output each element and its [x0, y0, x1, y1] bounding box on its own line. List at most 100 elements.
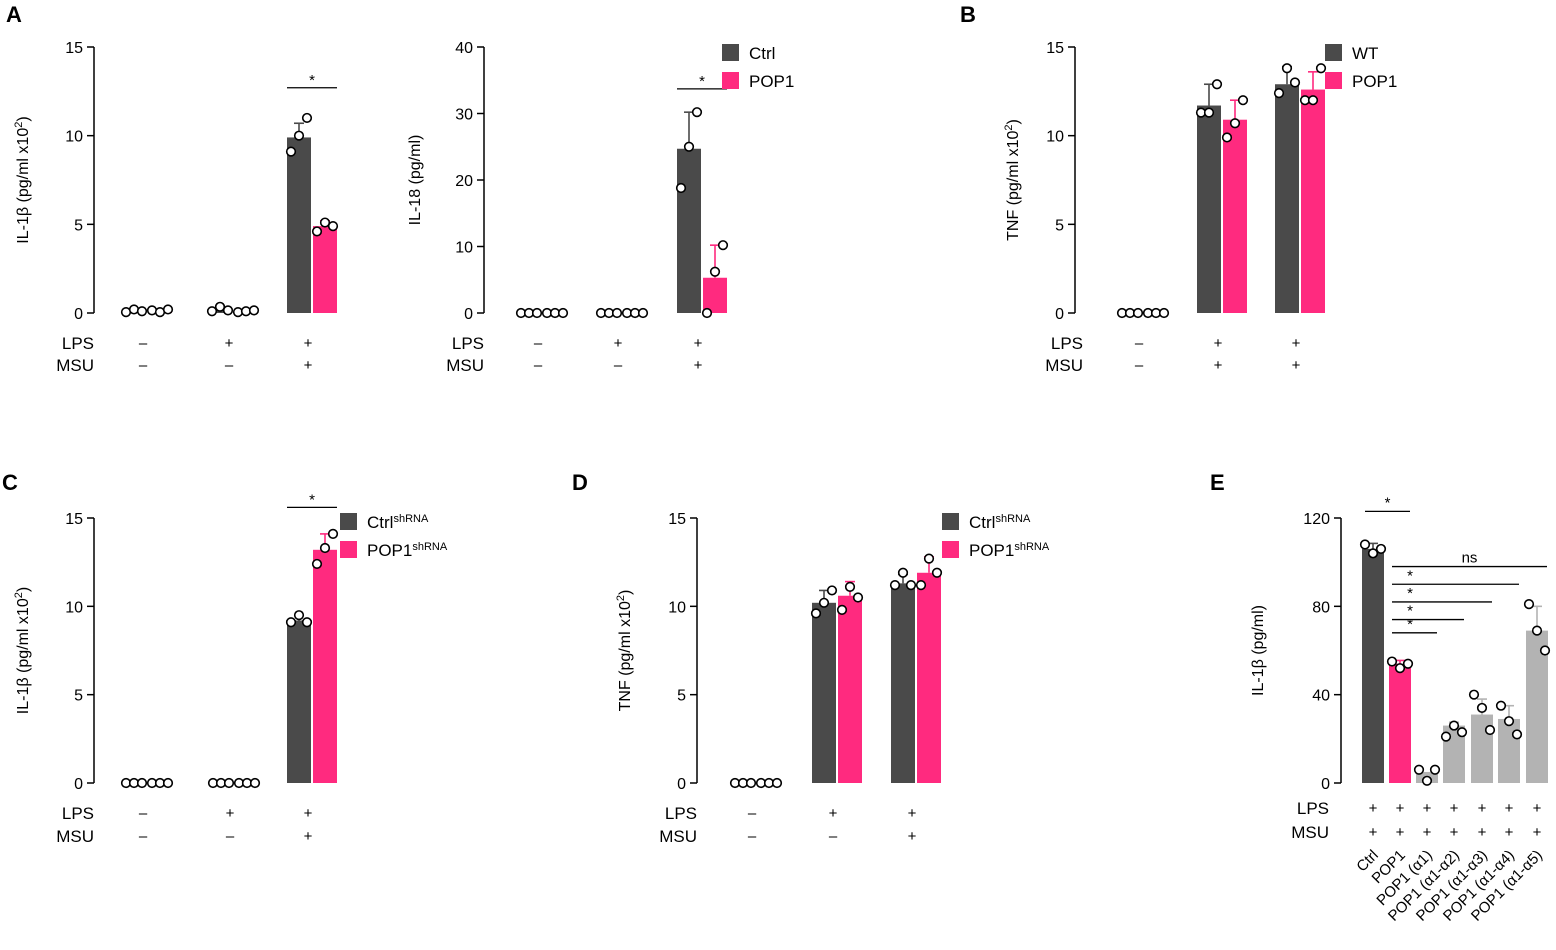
- bar: [838, 595, 862, 783]
- panel-label: B: [960, 2, 976, 27]
- condition-row-label: MSU: [56, 827, 94, 846]
- condition-value: –: [748, 828, 757, 845]
- condition-value: +: [1214, 335, 1223, 352]
- data-point: [611, 307, 623, 319]
- condition-value: –: [139, 805, 148, 822]
- data-point: [897, 567, 909, 578]
- condition-value: +: [225, 335, 234, 352]
- data-point: [745, 777, 757, 789]
- data-point: [223, 777, 235, 789]
- condition-row-label: MSU: [1045, 356, 1083, 375]
- condition-value: –: [829, 828, 838, 845]
- chart-panel-C: C 0 5 10 15 IL-1β (pg/ml x102) * LPS – + + MSU – – + Ct…: [2, 470, 448, 846]
- data-point: [1221, 132, 1233, 143]
- condition-value: +: [1369, 800, 1378, 817]
- y-tick-label: 10: [668, 599, 686, 616]
- condition-value: –: [748, 805, 757, 822]
- condition-value: +: [1450, 824, 1459, 841]
- data-point: [1448, 720, 1460, 731]
- data-point: [557, 307, 569, 319]
- condition-value: +: [1292, 357, 1301, 374]
- y-tick-label: 15: [668, 511, 686, 528]
- data-point: [905, 580, 917, 591]
- condition-row-label: MSU: [56, 356, 94, 375]
- data-point: [1229, 118, 1241, 129]
- legend-label: POP1: [749, 72, 794, 91]
- condition-value: +: [304, 357, 313, 374]
- condition-row-label: LPS: [1297, 799, 1329, 818]
- condition-value: –: [139, 357, 148, 374]
- data-point: [836, 604, 848, 615]
- condition-value: +: [1214, 357, 1223, 374]
- bar: [313, 549, 337, 783]
- bar: [287, 620, 311, 783]
- data-point: [1429, 764, 1441, 775]
- data-point: [248, 305, 260, 316]
- data-point: [214, 301, 226, 312]
- panel-label: D: [572, 470, 588, 495]
- data-point: [301, 617, 313, 628]
- y-tick-label: 40: [1312, 688, 1330, 705]
- data-point: [826, 585, 838, 596]
- bar: [703, 277, 727, 313]
- panel-label: E: [1210, 470, 1225, 495]
- condition-value: –: [139, 828, 148, 845]
- data-point: [531, 307, 543, 319]
- legend-swatch: [942, 513, 959, 530]
- y-tick-label: 5: [74, 217, 83, 234]
- condition-value: –: [1135, 357, 1144, 374]
- data-point: [1132, 307, 1144, 319]
- legend-label: CtrlshRNA: [367, 513, 429, 532]
- significance-label: *: [1407, 567, 1413, 584]
- data-point: [301, 112, 313, 124]
- condition-value: –: [1135, 335, 1144, 352]
- data-point: [319, 217, 331, 228]
- legend-swatch: [1325, 72, 1342, 89]
- y-tick-label: 5: [677, 688, 686, 705]
- bar: [1526, 630, 1548, 783]
- data-point: [1375, 543, 1387, 555]
- data-point: [1281, 63, 1293, 74]
- data-point: [852, 592, 864, 603]
- significance-label: *: [309, 491, 315, 508]
- data-point: [162, 777, 174, 789]
- data-point: [1539, 645, 1551, 656]
- significance-label: *: [699, 73, 705, 90]
- chart-panel-A2: 0 10 20 30 40 IL-18 (pg/ml) * LPS – + + MSU – – + Ctrl P…: [407, 40, 794, 375]
- significance-label: *: [1385, 494, 1391, 511]
- data-point: [691, 107, 703, 118]
- legend-label: POP1shRNA: [367, 541, 448, 560]
- legend-swatch: [340, 513, 357, 530]
- y-tick-label: 0: [1055, 306, 1064, 323]
- y-tick-label: 20: [455, 173, 473, 190]
- legend-swatch: [340, 541, 357, 558]
- chart-panel-B: B 0 5 10 15 TNF (pg/ml x102) LPS – + + MSU – + + WT POP…: [960, 2, 1397, 375]
- data-point: [1273, 88, 1285, 99]
- data-point: [889, 580, 901, 591]
- panel-label: C: [2, 470, 18, 495]
- condition-value: +: [1533, 800, 1542, 817]
- data-point: [1476, 702, 1488, 714]
- data-point: [128, 304, 140, 315]
- condition-row-label: MSU: [1291, 823, 1329, 842]
- condition-value: +: [304, 335, 313, 352]
- data-point: [683, 141, 695, 152]
- legend-label: POP1: [1352, 72, 1397, 91]
- bar: [1498, 718, 1520, 783]
- y-tick-label: 0: [1321, 776, 1330, 793]
- data-point: [319, 542, 331, 554]
- condition-row-label: MSU: [446, 356, 484, 375]
- y-axis-label: IL-18 (pg/ml): [407, 135, 424, 226]
- condition-value: +: [304, 805, 313, 822]
- data-point: [1158, 307, 1170, 319]
- data-point: [1456, 727, 1468, 738]
- panel-label: A: [6, 2, 22, 27]
- data-point: [915, 580, 927, 591]
- y-tick-label: 5: [74, 688, 83, 705]
- condition-value: –: [534, 357, 543, 374]
- condition-value: +: [908, 828, 917, 845]
- condition-value: –: [614, 357, 623, 374]
- bar: [1275, 84, 1299, 314]
